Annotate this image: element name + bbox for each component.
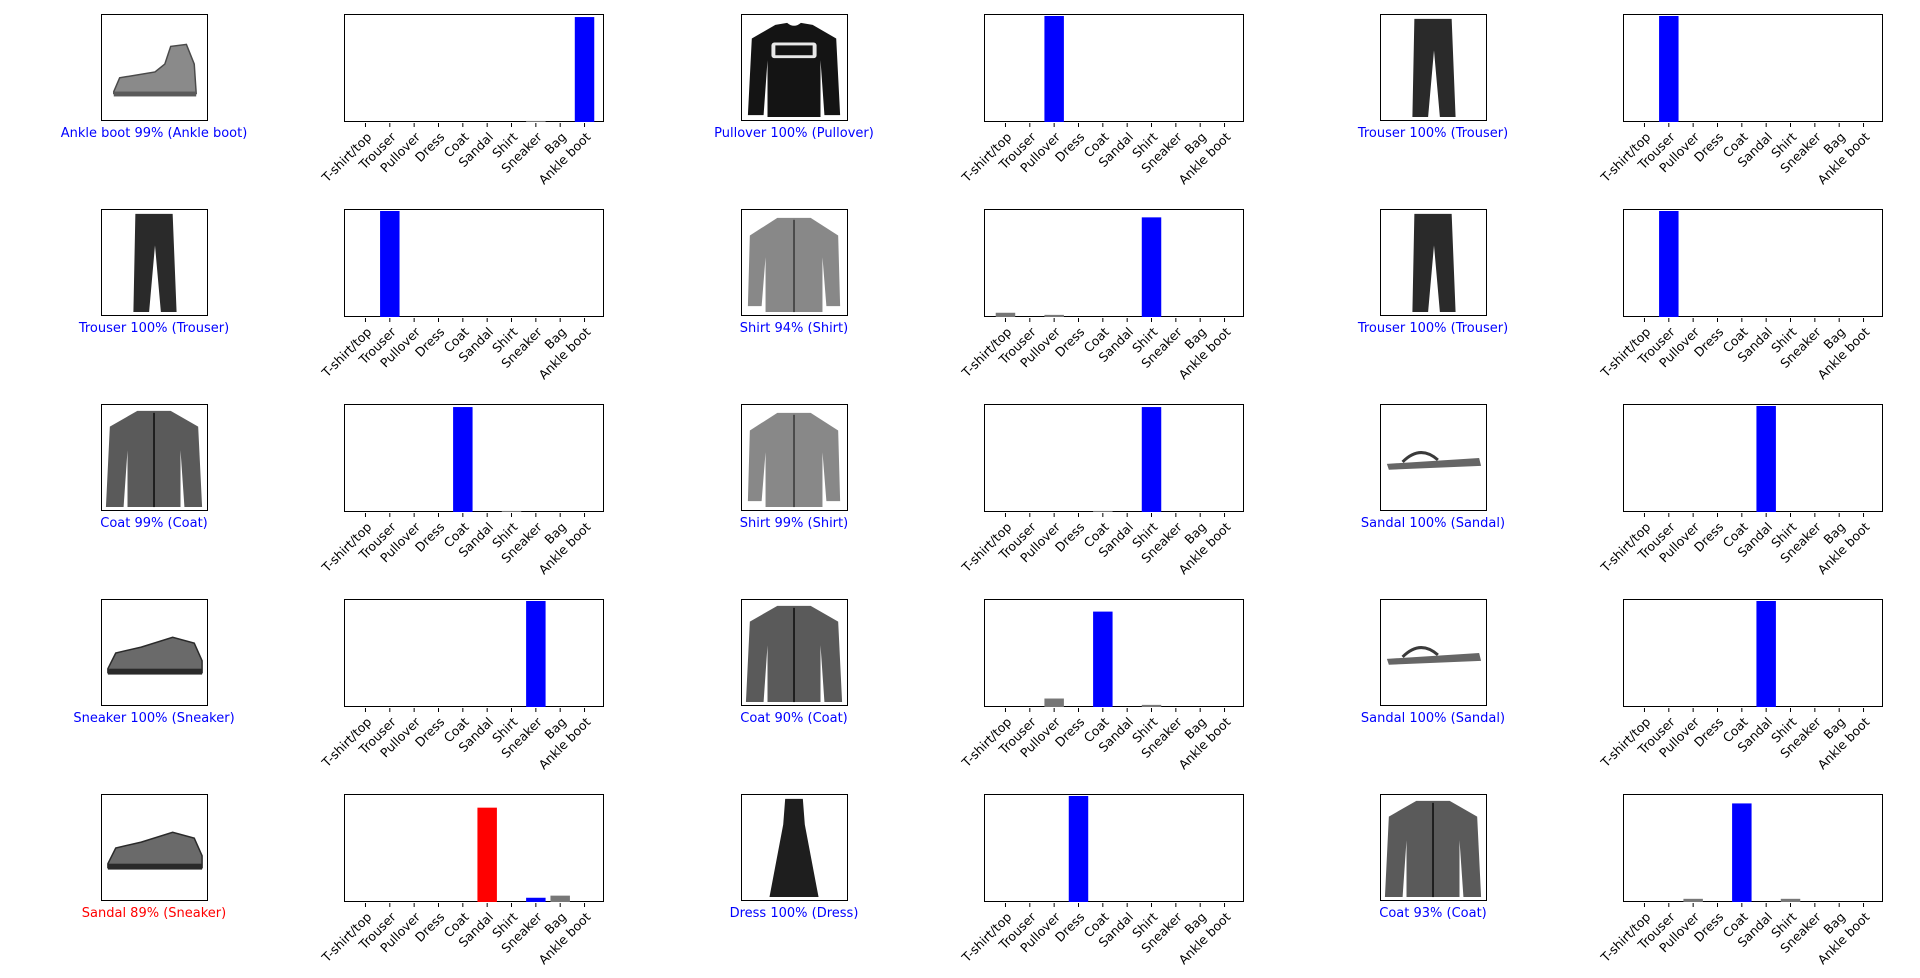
sample-image bbox=[101, 209, 208, 316]
bar-trouser bbox=[1659, 211, 1679, 317]
bar-bag bbox=[550, 895, 570, 902]
bar-shirt bbox=[1141, 704, 1162, 707]
prediction-caption: Coat 90% (Coat) bbox=[740, 711, 848, 726]
prediction-caption: Sandal 89% (Sneaker) bbox=[81, 906, 227, 921]
prediction-caption: Sneaker 100% (Sneaker) bbox=[73, 711, 235, 726]
coat-icon bbox=[105, 410, 203, 508]
trouser-icon bbox=[1412, 213, 1456, 313]
prediction-caption: Pullover 100% (Pullover) bbox=[714, 126, 874, 141]
probability-chart: T-shirt/top Trouser Pullover Dress Coat Sanda… bbox=[318, 209, 604, 382]
probability-chart: T-shirt/top Trouser Pullover Dress Coat Sanda… bbox=[958, 14, 1244, 187]
bar-pullover bbox=[1044, 16, 1064, 122]
sample-image bbox=[741, 14, 848, 121]
sneaker-icon bbox=[107, 636, 203, 675]
bar-sandal bbox=[477, 807, 497, 902]
bar-shirt bbox=[1780, 898, 1801, 902]
sandal-icon bbox=[1386, 646, 1482, 665]
bar-sneaker bbox=[526, 120, 546, 122]
bar-dress bbox=[1068, 796, 1089, 902]
bar-shirt bbox=[501, 510, 522, 512]
pullover-icon bbox=[747, 22, 841, 118]
bar-sneaker bbox=[526, 601, 546, 707]
coat-icon bbox=[1384, 800, 1482, 898]
bar-coat bbox=[453, 407, 473, 512]
shirt-icon bbox=[747, 412, 841, 508]
probability-chart: T-shirt/top Trouser Pullover Dress Coat Sanda… bbox=[318, 404, 604, 577]
prediction-caption: Shirt 94% (Shirt) bbox=[739, 321, 849, 336]
sample-image bbox=[101, 404, 208, 511]
bar-t-shirt-top bbox=[995, 312, 1016, 317]
ankle-boot-icon bbox=[113, 43, 197, 97]
bar-coat bbox=[1093, 611, 1113, 707]
sandal-icon bbox=[1386, 451, 1482, 470]
sample-image bbox=[1380, 404, 1487, 511]
bar-shirt bbox=[1141, 217, 1162, 317]
probability-chart: T-shirt/top Trouser Pullover Dress Coat Sanda… bbox=[318, 794, 604, 967]
bar-trouser bbox=[380, 211, 400, 317]
prediction-caption: Trouser 100% (Trouser) bbox=[1357, 321, 1509, 336]
probability-chart: T-shirt/top Trouser Pullover Dress Coat Sanda… bbox=[958, 599, 1244, 772]
bar-pullover bbox=[1044, 314, 1064, 317]
probability-chart: T-shirt/top Trouser Pullover Dress Coat Sanda… bbox=[1597, 794, 1883, 967]
prediction-caption: Coat 99% (Coat) bbox=[100, 516, 208, 531]
sample-image bbox=[1380, 14, 1487, 121]
probability-chart: T-shirt/top Trouser Pullover Dress Coat Sanda… bbox=[1597, 14, 1883, 187]
prediction-caption: Trouser 100% (Trouser) bbox=[78, 321, 230, 336]
shirt-icon bbox=[747, 217, 841, 313]
bar-trouser bbox=[1659, 16, 1679, 122]
probability-chart: T-shirt/top Trouser Pullover Dress Coat Sanda… bbox=[958, 794, 1244, 967]
sample-image bbox=[101, 794, 208, 901]
bar-pullover bbox=[1044, 698, 1064, 707]
sample-image bbox=[1380, 794, 1487, 901]
prediction-caption: Dress 100% (Dress) bbox=[729, 906, 859, 921]
bar-sandal bbox=[1756, 601, 1776, 707]
trouser-icon bbox=[1412, 18, 1456, 118]
prediction-caption: Shirt 99% (Shirt) bbox=[739, 516, 849, 531]
bar-coat bbox=[1732, 803, 1752, 902]
sneaker-icon bbox=[107, 831, 203, 870]
bar-ankle-boot bbox=[574, 17, 595, 123]
sample-image bbox=[101, 14, 208, 121]
dress-icon bbox=[769, 798, 819, 898]
sample-image bbox=[741, 404, 848, 511]
probability-chart: T-shirt/top Trouser Pullover Dress Coat Sanda… bbox=[1597, 404, 1883, 577]
prediction-caption: Coat 93% (Coat) bbox=[1379, 906, 1487, 921]
coat-icon bbox=[745, 605, 843, 703]
probability-chart: T-shirt/top Trouser Pullover Dress Coat Sanda… bbox=[1597, 209, 1883, 382]
prediction-caption: Sandal 100% (Sandal) bbox=[1360, 711, 1506, 726]
sample-image bbox=[741, 599, 848, 706]
bar-coat bbox=[1093, 510, 1113, 512]
probability-chart: T-shirt/top Trouser Pullover Dress Coat Sanda… bbox=[958, 209, 1244, 382]
sample-image bbox=[1380, 209, 1487, 316]
trouser-icon bbox=[133, 213, 177, 313]
probability-chart: T-shirt/top Trouser Pullover Dress Coat Sanda… bbox=[958, 404, 1244, 577]
bar-sneaker bbox=[526, 897, 546, 902]
bar-pullover bbox=[1683, 898, 1703, 902]
prediction-caption: Ankle boot 99% (Ankle boot) bbox=[60, 126, 248, 141]
sample-image bbox=[741, 209, 848, 316]
prediction-caption: Trouser 100% (Trouser) bbox=[1357, 126, 1509, 141]
sample-image bbox=[741, 794, 848, 901]
bar-sandal bbox=[1756, 406, 1776, 512]
prediction-caption: Sandal 100% (Sandal) bbox=[1360, 516, 1506, 531]
bar-shirt bbox=[1141, 407, 1162, 512]
probability-chart: T-shirt/top Trouser Pullover Dress Coat Sanda… bbox=[1597, 599, 1883, 772]
probability-chart: T-shirt/top Trouser Pullover Dress Coat Sanda… bbox=[318, 599, 604, 772]
probability-chart: T-shirt/top Trouser Pullover Dress Coat Sanda… bbox=[318, 14, 604, 187]
sample-image bbox=[101, 599, 208, 706]
sample-image bbox=[1380, 599, 1487, 706]
